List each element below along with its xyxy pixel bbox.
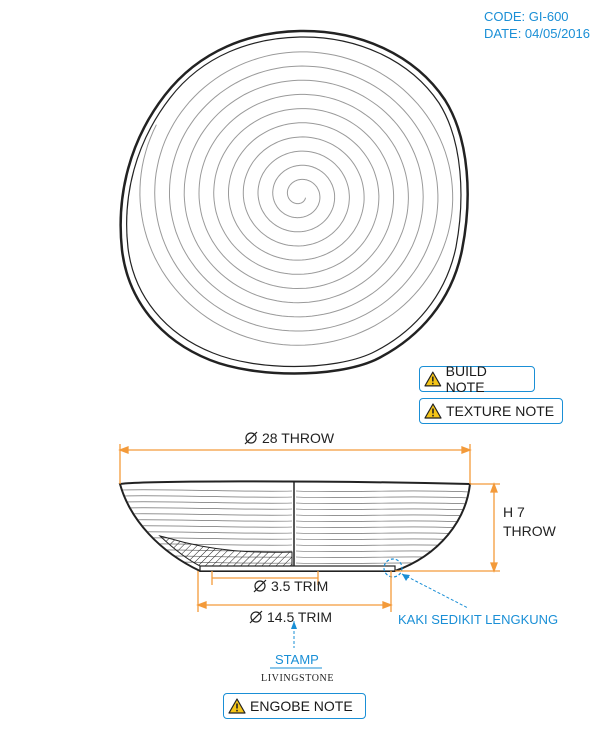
build-note-label: BUILD NOTE [445,363,487,395]
texture-spiral [139,51,454,346]
wood-grain-lines [120,489,470,565]
height-value-text: H 7 [503,504,525,520]
drawing-date: DATE: 04/05/2016 [484,26,590,41]
engobe-note-button[interactable]: ENGOBE NOTE [223,693,366,719]
outer-trim-text: 14.5 TRIM [267,609,332,625]
drawing-code: CODE: GI-600 [484,9,569,24]
dimension-inner-trim-label: 3.5 TRIM [253,578,328,594]
diameter-symbol-icon [244,431,258,445]
plate-rim-inner [126,36,462,368]
engobe-note-label: ENGOBE NOTE [250,698,353,714]
foot-curve-marker [383,558,403,578]
side-view-bowl [118,480,472,578]
plate-rim-outer [119,29,469,375]
foot-callout: KAKI SEDIKIT LENGKUNG [398,573,558,627]
inner-trim-text: 3.5 TRIM [271,578,328,594]
height-label-text: THROW [503,523,557,539]
build-note-button[interactable]: BUILD NOTE [419,363,535,395]
foot-callout-text: KAKI SEDIKIT LENGKUNG [398,612,558,627]
diameter-symbol-icon [253,579,267,593]
dimension-outer-trim-label: 14.5 TRIM [249,609,332,625]
warning-triangle-icon [228,698,246,714]
diameter-symbol-icon [249,610,263,624]
stamp-callout: STAMP LIVINGSTONE [261,621,334,684]
texture-note-label: TEXTURE NOTE [446,403,555,419]
cross-section-hatch [158,535,293,567]
warning-triangle-icon [424,403,442,419]
top-view-plate [119,29,469,375]
bowl-outline [118,480,472,572]
dimension-lines [118,444,500,612]
texture-note-button[interactable]: TEXTURE NOTE [419,398,563,424]
warning-triangle-icon [424,371,442,387]
dimension-throw-label: 28 THROW [244,430,335,446]
throw-diameter-text: 28 THROW [262,430,335,446]
stamp-label-text: STAMP [275,652,319,667]
stamp-logo: LIVINGSTONE [261,673,334,684]
foot-ring [199,565,396,572]
drawing-metadata: CODE: GI-600 DATE: 04/05/2016 [484,8,590,42]
